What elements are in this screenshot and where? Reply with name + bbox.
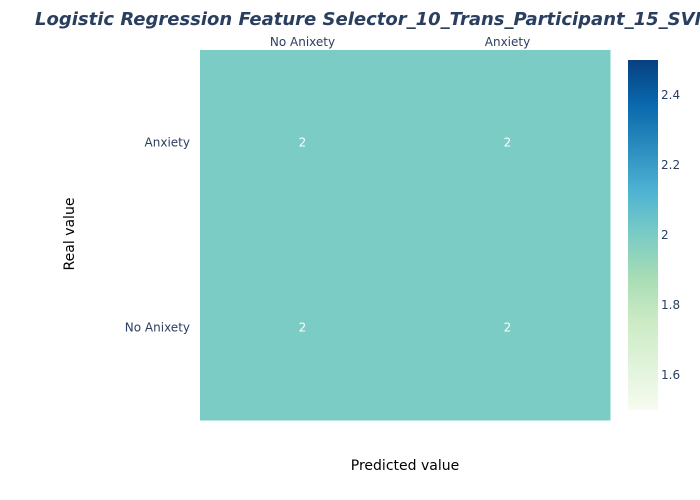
colorbar: [628, 60, 658, 410]
y-tick-label: No Anixety: [125, 321, 190, 335]
x-tick-label: Anxiety: [485, 35, 530, 49]
heatmap-cell-0-0: [200, 50, 406, 236]
cell-value-label-0-1: 2: [504, 136, 512, 150]
heatmap-cell-labels: 2 2 2 2: [299, 136, 512, 335]
colorbar-tick-label: 1.6: [661, 368, 680, 382]
chart-title: Logistic Regression Feature Selector_10_…: [35, 9, 700, 30]
colorbar-tick-label: 2.2: [661, 158, 680, 172]
colorbar-ticks: 1.6 1.8 2 2.2 2.4: [661, 88, 680, 382]
y-axis-title: Real value: [62, 198, 78, 271]
x-tick-label: No Anixety: [270, 35, 335, 49]
heatmap-cell-1-1: [405, 235, 611, 421]
colorbar-tick-label: 1.8: [661, 298, 680, 312]
colorbar-tick-label: 2.4: [661, 88, 680, 102]
x-axis-title: Predicted value: [351, 458, 459, 474]
y-axis-ticks: Anxiety No Anixety: [125, 136, 190, 335]
y-tick-label: Anxiety: [145, 136, 190, 150]
heatmap-cells: [200, 50, 611, 421]
cell-value-label-1-0: 2: [299, 321, 307, 335]
heatmap-cell-1-0: [200, 235, 406, 421]
x-axis-ticks: No Anixety Anxiety: [270, 35, 530, 49]
colorbar-tick-label: 2: [661, 228, 669, 242]
cell-value-label-0-0: 2: [299, 136, 307, 150]
cell-value-label-1-1: 2: [504, 321, 512, 335]
heatmap-cell-0-1: [405, 50, 611, 236]
